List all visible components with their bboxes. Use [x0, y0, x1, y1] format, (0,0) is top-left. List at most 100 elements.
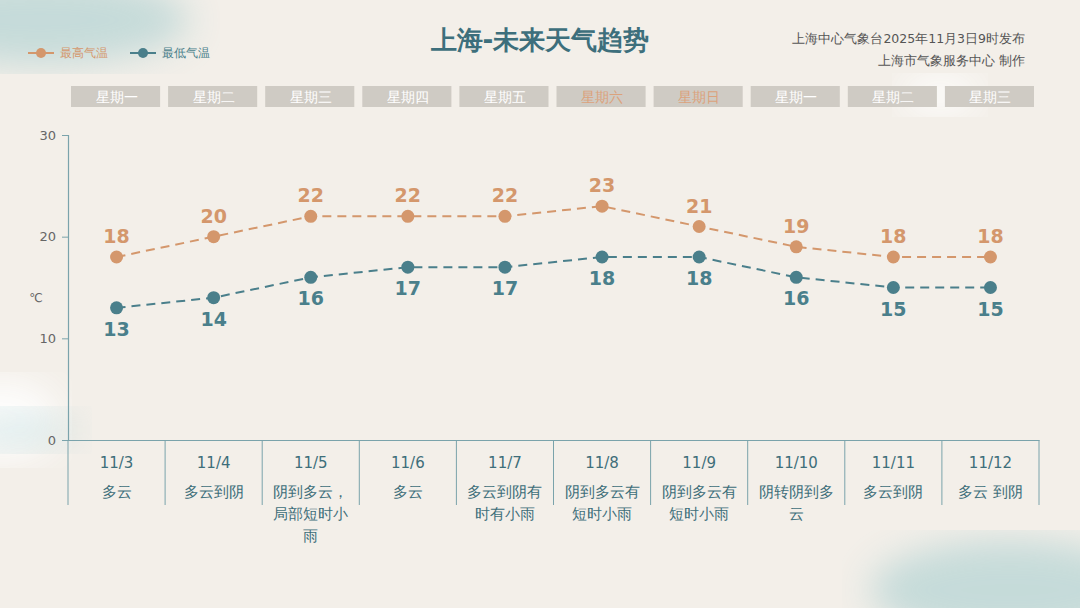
legend: 最高气温 最低气温 — [28, 46, 210, 60]
x-tick-label: 11/12 — [969, 454, 1012, 472]
series-marker — [498, 210, 511, 223]
credit: 上海市气象服务中心 制作 — [878, 53, 1025, 68]
y-tick-mark — [62, 135, 68, 136]
column-divider — [941, 440, 942, 505]
data-label: 20 — [200, 205, 226, 227]
weather-label: 阴到多云有短时小雨 — [662, 483, 737, 523]
series-marker — [596, 200, 609, 213]
data-label: 15 — [977, 298, 1003, 320]
legend-item: 最高气温 — [28, 46, 108, 60]
y-tick: 20 — [39, 229, 68, 244]
data-label: 21 — [686, 195, 712, 217]
weekday-box — [654, 86, 743, 107]
series-marker — [207, 291, 220, 304]
data-label: 23 — [589, 174, 615, 196]
series-marker — [693, 220, 706, 233]
data-label: 17 — [395, 277, 421, 299]
data-label: 18 — [589, 267, 615, 289]
x-tick-label: 11/8 — [585, 454, 619, 472]
series-marker — [984, 281, 997, 294]
y-axis: 0102030 — [39, 128, 68, 448]
series-marker — [887, 281, 900, 294]
weekday-label: 星期二 — [872, 89, 914, 105]
x-tick: 11/4 — [197, 440, 231, 472]
series-marker — [887, 251, 900, 264]
data-label: 18 — [977, 225, 1003, 247]
x-tick: 11/12 — [969, 440, 1012, 472]
weekday-box — [265, 86, 354, 107]
y-tick-mark — [62, 237, 68, 238]
x-tick-label: 11/11 — [872, 454, 915, 472]
weekday-label: 星期一 — [775, 89, 817, 105]
weekday-label: 星期三 — [969, 89, 1011, 105]
series-marker — [596, 251, 609, 264]
decor-blob — [870, 540, 1080, 608]
y-tick-mark — [62, 338, 68, 339]
data-label: 22 — [492, 184, 518, 206]
weekday-box — [362, 86, 451, 107]
weather-label: 多云到阴有时有小雨 — [467, 483, 542, 523]
column-divider — [68, 440, 69, 505]
series-marker — [693, 251, 706, 264]
data-label: 18 — [686, 267, 712, 289]
data-label: 14 — [200, 308, 226, 330]
y-tick: 10 — [39, 331, 68, 346]
data-label: 17 — [492, 277, 518, 299]
weekday-label: 星期二 — [193, 89, 235, 105]
weekday-box — [71, 86, 160, 107]
series-marker — [401, 261, 414, 274]
y-axis-title: ℃ — [29, 291, 42, 305]
legend-label: 最低气温 — [162, 46, 210, 60]
column-divider — [165, 440, 166, 505]
x-tick: 11/6 — [391, 440, 425, 472]
weather-label: 阴到多云有短时小雨 — [565, 483, 640, 523]
y-tick-label: 30 — [39, 128, 56, 143]
y-tick-label: 10 — [39, 331, 56, 346]
x-tick: 11/9 — [682, 440, 716, 472]
legend-marker — [36, 48, 46, 58]
column-divider — [553, 440, 554, 505]
data-label: 16 — [298, 287, 324, 309]
weekday-label: 星期四 — [387, 89, 429, 105]
data-label: 13 — [103, 318, 129, 340]
column-divider — [262, 440, 263, 505]
data-label: 18 — [880, 225, 906, 247]
x-tick-label: 11/9 — [682, 454, 716, 472]
chart: 上海-未来天气趋势 上海中心气象台2025年11月3日9时发布上海市气象服务中心 … — [0, 0, 1080, 608]
title: 上海-未来天气趋势 — [430, 25, 650, 55]
subtitle: 上海中心气象台2025年11月3日9时发布 — [792, 31, 1025, 46]
series-marker — [207, 230, 220, 243]
data-label: 22 — [298, 184, 324, 206]
y-tick-label: 20 — [39, 229, 56, 244]
data-label: 19 — [783, 215, 809, 237]
weather-label: 阴转阴到多云 — [759, 483, 834, 523]
series-marker — [498, 261, 511, 274]
series-marker — [790, 240, 803, 253]
series-marker — [984, 251, 997, 264]
weather-label: 多云到阴 — [863, 483, 923, 501]
legend-marker — [138, 48, 148, 58]
column-dividers — [68, 440, 1039, 505]
plot-area — [110, 200, 997, 315]
x-tick-label: 11/5 — [294, 454, 328, 472]
x-tick: 11/8 — [585, 440, 619, 472]
series-line — [117, 206, 991, 257]
weekday-label: 星期六 — [581, 89, 623, 105]
x-tick-label: 11/10 — [775, 454, 818, 472]
data-label: 15 — [880, 298, 906, 320]
weekday-box — [459, 86, 548, 107]
x-tick-label: 11/4 — [197, 454, 231, 472]
weather-label: 阴到多云，局部短时小雨 — [273, 483, 348, 545]
weather-label: 多云 到阴 — [958, 483, 1023, 501]
data-label: 18 — [103, 225, 129, 247]
data-label: 22 — [395, 184, 421, 206]
x-tick-label: 11/6 — [391, 454, 425, 472]
weather-texts: 多云多云到阴阴到多云，局部短时小雨多云多云到阴有时有小雨阴到多云有短时小雨阴到多… — [102, 483, 1023, 545]
weekday-label: 星期一 — [96, 89, 138, 105]
legend-item: 最低气温 — [130, 46, 210, 60]
column-divider — [844, 440, 845, 505]
series-marker — [790, 271, 803, 284]
weekday-box — [945, 86, 1034, 107]
column-divider — [1039, 440, 1040, 505]
weather-label: 多云 — [393, 483, 423, 501]
